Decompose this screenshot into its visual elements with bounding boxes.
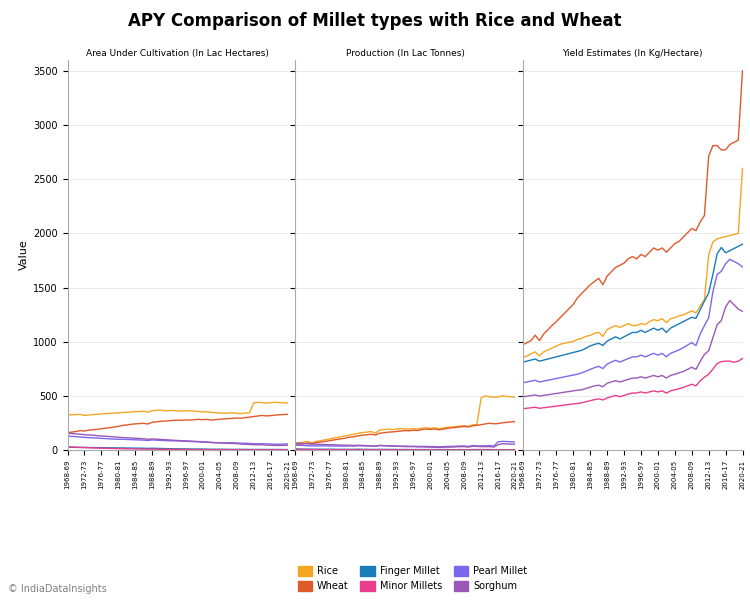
Title: Area Under Cultivation (In Lac Hectares): Area Under Cultivation (In Lac Hectares) [86,49,269,58]
Y-axis label: Value: Value [19,239,28,271]
Text: APY Comparison of Millet types with Rice and Wheat: APY Comparison of Millet types with Rice… [128,12,622,30]
Title: Yield Estimates (In Kg/Hectare): Yield Estimates (In Kg/Hectare) [562,49,703,58]
Legend: Rice, Wheat, Finger Millet, Minor Millets, Pearl Millet, Sorghum: Rice, Wheat, Finger Millet, Minor Millet… [294,563,531,595]
Title: Production (In Lac Tonnes): Production (In Lac Tonnes) [346,49,464,58]
Text: © IndiaDataInsights: © IndiaDataInsights [8,584,106,594]
